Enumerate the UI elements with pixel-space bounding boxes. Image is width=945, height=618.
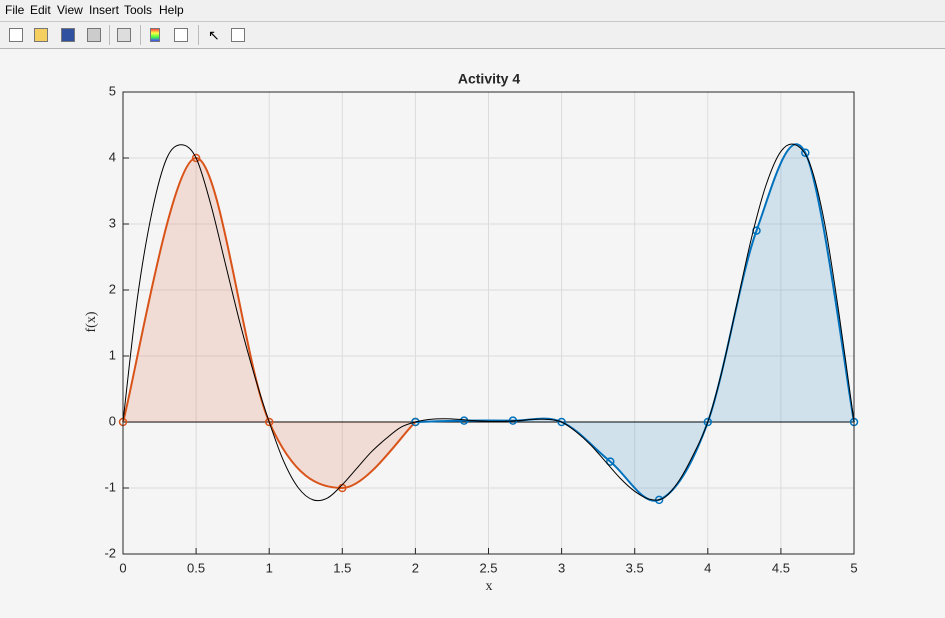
save-icon[interactable] <box>61 28 75 42</box>
marker <box>459 416 469 425</box>
menu-item[interactable]: Edit <box>30 3 51 17</box>
y-tick-label: -1 <box>104 479 116 494</box>
y-tick-label: 0 <box>109 413 116 428</box>
y-tick-label: -2 <box>104 545 116 560</box>
marker <box>411 417 420 427</box>
toolbar: ↖ <box>0 22 945 49</box>
y-tick-label: 5 <box>109 83 116 98</box>
x-tick-label: 2.5 <box>479 560 497 575</box>
open-icon[interactable] <box>34 28 48 42</box>
x-axis-label: x <box>486 579 493 594</box>
figure: Activity 4 x f(x) 0 0.5 1 1.5 2 2.5 3 3.5 4 4.5 5 -… <box>84 71 859 594</box>
pointer-icon[interactable]: ↖ <box>208 27 220 43</box>
y-tick-label: 1 <box>109 347 116 362</box>
marker <box>191 153 201 163</box>
marker <box>606 457 615 466</box>
line <box>122 143 855 502</box>
menu-item[interactable]: Tools <box>124 3 153 17</box>
menu-bar: File Edit View Insert Tools Help <box>0 0 945 22</box>
marker <box>557 417 566 427</box>
colorbar-icon[interactable] <box>150 28 160 42</box>
separator <box>198 25 199 45</box>
menu-item[interactable]: Insert <box>89 3 120 17</box>
x-tick-label: 2 <box>412 560 419 575</box>
y-tick-label: 3 <box>109 215 116 230</box>
x-tick-label: 0 <box>119 560 126 575</box>
x-tick-label: 3.5 <box>626 560 644 575</box>
menu-item[interactable]: View <box>57 3 83 17</box>
separator <box>140 25 141 45</box>
line <box>122 156 417 490</box>
chart-title: Activity 4 <box>458 71 520 87</box>
x-tick-label: 4 <box>704 560 711 575</box>
x-tick-label: 1.5 <box>333 560 351 575</box>
x-tick-label: 0.5 <box>187 560 205 575</box>
new-icon[interactable] <box>9 28 23 42</box>
marker <box>703 417 713 427</box>
plot-area <box>122 91 855 555</box>
print-icon[interactable] <box>87 28 101 42</box>
marker <box>801 148 810 157</box>
area <box>123 158 416 488</box>
x-tick-label: 5 <box>850 560 857 575</box>
menu-item[interactable]: File <box>5 3 25 17</box>
area <box>415 144 854 501</box>
marker <box>264 417 274 427</box>
x-tick-label: 4.5 <box>772 560 790 575</box>
y-tick-label: 4 <box>109 149 116 164</box>
property-icon[interactable] <box>231 28 245 42</box>
link-icon[interactable] <box>117 28 131 42</box>
separator <box>109 25 110 45</box>
menu-item[interactable]: Help <box>159 3 184 17</box>
x-tick-label: 3 <box>558 560 565 575</box>
x-tick-label: 1 <box>266 560 273 575</box>
y-axis-label: f(x) <box>84 311 99 332</box>
y-tick-label: 2 <box>109 281 116 296</box>
legend-icon[interactable] <box>174 28 188 42</box>
